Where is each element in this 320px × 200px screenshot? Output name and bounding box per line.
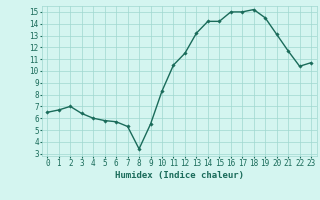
X-axis label: Humidex (Indice chaleur): Humidex (Indice chaleur): [115, 171, 244, 180]
